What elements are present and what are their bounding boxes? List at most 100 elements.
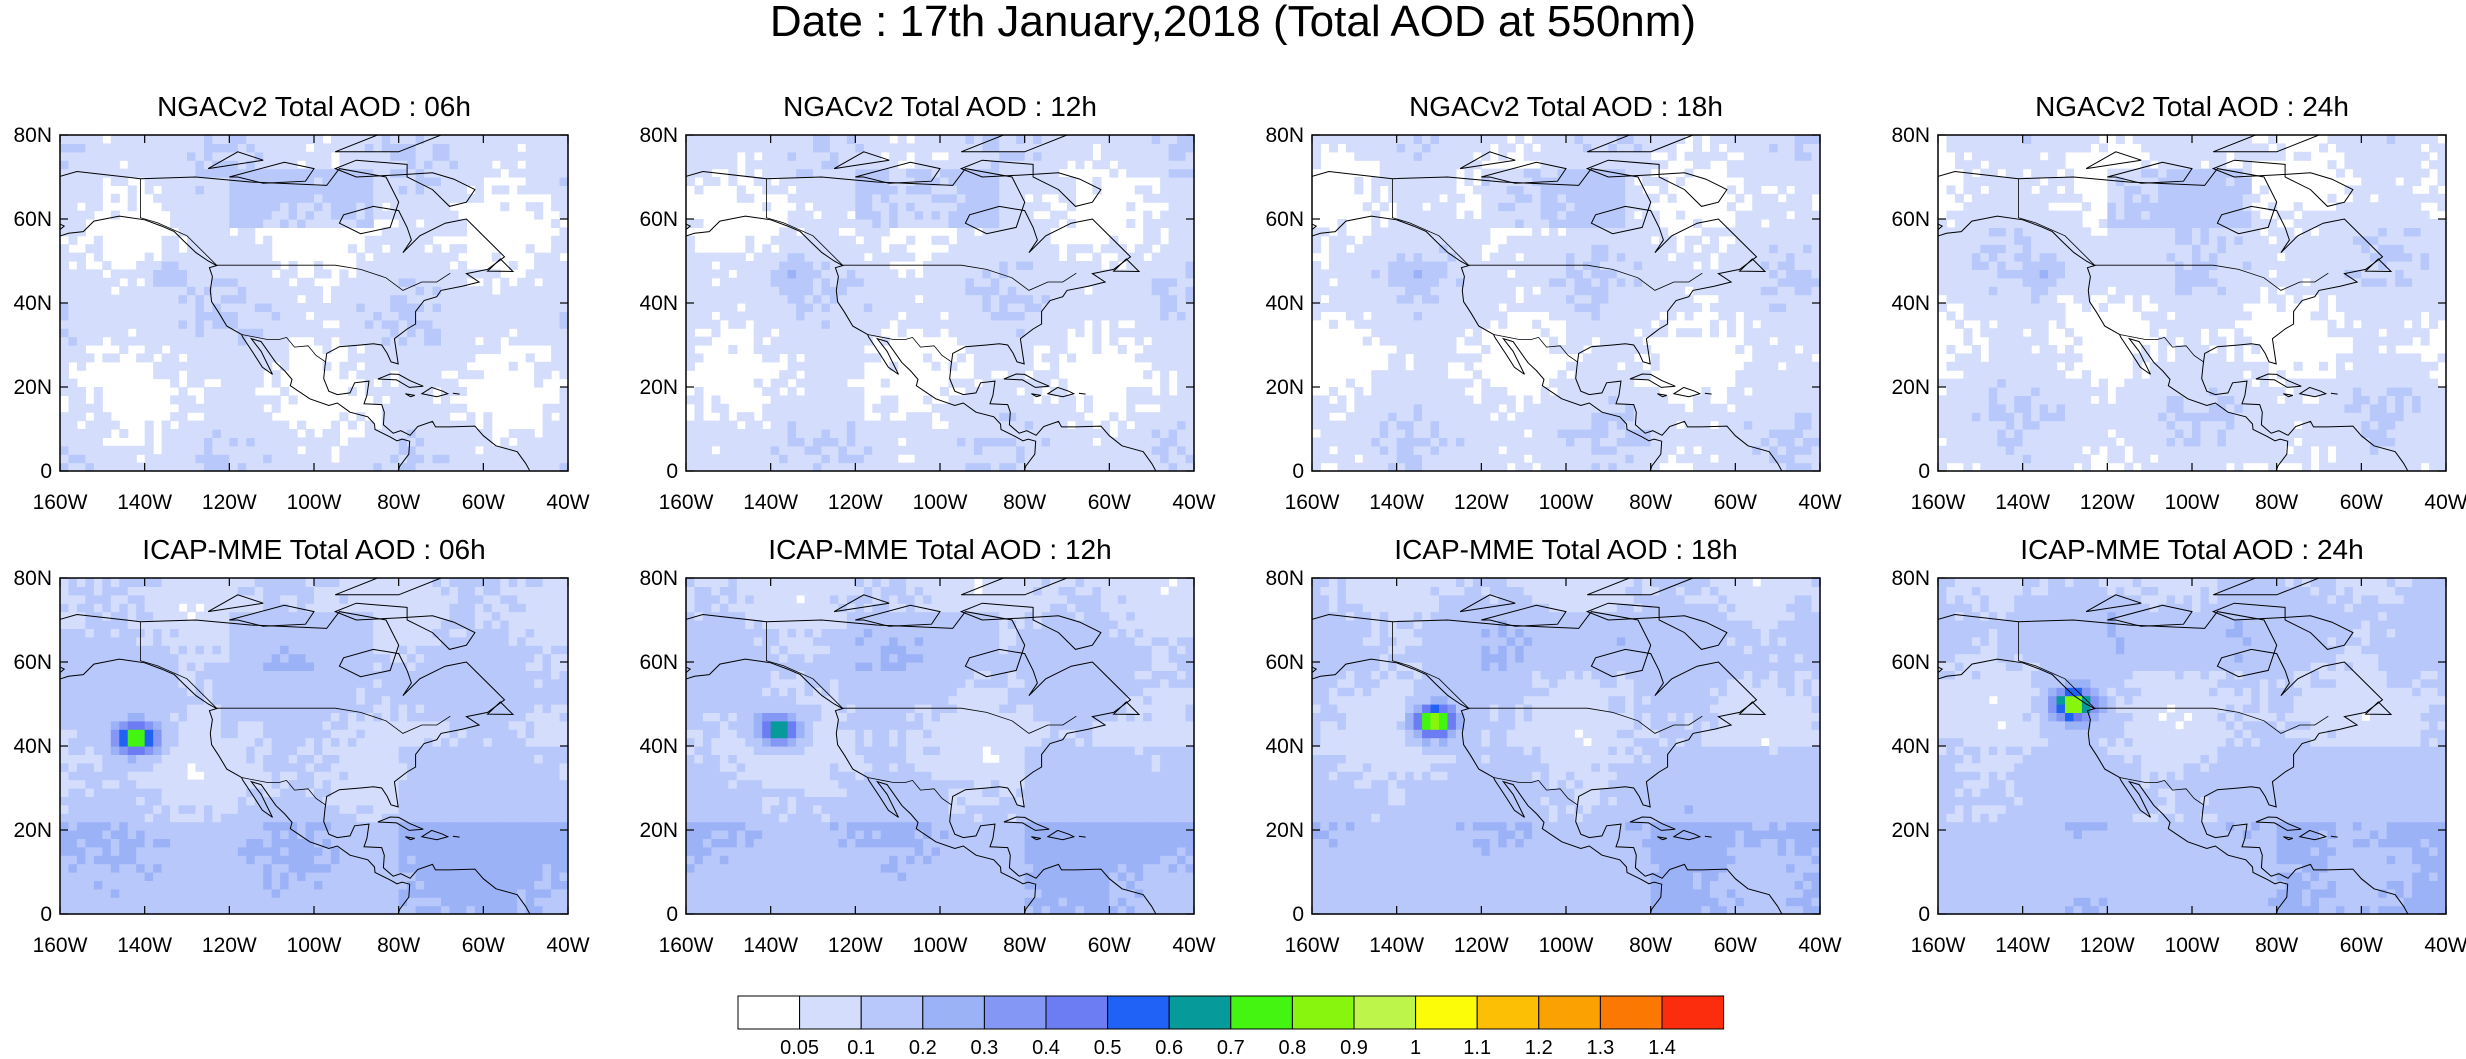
colorbar-swatch: [923, 996, 985, 1029]
lon-tick-label: 100W: [913, 934, 968, 957]
colorbar-label: 0.5: [1078, 1038, 1138, 1058]
lat-tick-label: 20N: [13, 819, 52, 842]
lon-tick-label: 80W: [1629, 491, 1672, 514]
aod-field: [1312, 135, 1821, 472]
lon-tick-label: 80W: [377, 934, 420, 957]
lat-tick-label: 0: [40, 903, 52, 926]
lat-tick-label: 20N: [639, 376, 678, 399]
colorbar-label: 0.9: [1324, 1038, 1384, 1058]
colorbar-label: 1.1: [1447, 1038, 1507, 1058]
lon-tick-label: 40W: [2424, 491, 2466, 514]
colorbar-swatch: [1292, 996, 1354, 1029]
lon-tick-label: 100W: [2165, 934, 2220, 957]
lon-tick-label: 160W: [1285, 934, 1340, 957]
lon-tick-label: 120W: [1454, 934, 1509, 957]
lon-tick-label: 120W: [202, 934, 257, 957]
lon-tick-label: 160W: [659, 491, 714, 514]
colorbar-swatch: [1662, 996, 1724, 1029]
lon-tick-label: 120W: [2080, 491, 2135, 514]
lat-tick-label: 60N: [1891, 208, 1930, 231]
panel-title: ICAP-MME Total AOD : 06h: [20, 536, 608, 564]
lat-tick-label: 20N: [1891, 376, 1930, 399]
lon-tick-label: 40W: [1172, 491, 1215, 514]
lon-tick-label: 40W: [1798, 934, 1841, 957]
lon-tick-label: 120W: [202, 491, 257, 514]
lon-tick-label: 100W: [2165, 491, 2220, 514]
colorbar-swatch: [1108, 996, 1170, 1029]
lat-tick-label: 0: [666, 460, 678, 483]
lat-tick-label: 60N: [1265, 208, 1304, 231]
colorbar-label: 0.05: [770, 1038, 830, 1058]
lon-tick-label: 100W: [1539, 491, 1594, 514]
colorbar-label: 0.7: [1201, 1038, 1261, 1058]
lon-tick-label: 140W: [743, 491, 798, 514]
aod-field: [1312, 578, 1821, 915]
colorbar-swatch: [738, 996, 800, 1029]
lat-tick-label: 20N: [1265, 819, 1304, 842]
lon-tick-label: 60W: [1088, 934, 1131, 957]
aod-field: [1938, 578, 2447, 915]
lat-tick-label: 60N: [13, 651, 52, 674]
colorbar-swatch: [1169, 996, 1231, 1029]
colorbar-swatch: [1477, 996, 1539, 1029]
colorbar-swatch: [1539, 996, 1601, 1029]
lat-tick-label: 60N: [639, 208, 678, 231]
lat-tick-label: 60N: [1265, 651, 1304, 674]
lat-tick-label: 40N: [639, 735, 678, 758]
colorbar-label: 0.3: [954, 1038, 1014, 1058]
panel-title: NGACv2 Total AOD : 24h: [1898, 93, 2466, 121]
colorbar-label: 1: [1386, 1038, 1446, 1058]
colorbar-swatch: [1354, 996, 1416, 1029]
aod-field: [686, 578, 1195, 915]
lon-tick-label: 40W: [1172, 934, 1215, 957]
colorbar-swatch: [1600, 996, 1662, 1029]
lon-tick-label: 140W: [1995, 934, 2050, 957]
lon-tick-label: 40W: [546, 934, 589, 957]
lon-tick-label: 140W: [743, 934, 798, 957]
lat-tick-label: 80N: [639, 567, 678, 590]
lat-tick-label: 40N: [1891, 292, 1930, 315]
lon-tick-label: 120W: [828, 491, 883, 514]
lon-tick-label: 160W: [659, 934, 714, 957]
lon-tick-label: 80W: [2255, 491, 2298, 514]
lat-tick-label: 60N: [639, 651, 678, 674]
lat-tick-label: 0: [1918, 903, 1930, 926]
lat-tick-label: 20N: [13, 376, 52, 399]
main-title: Date : 17th January,2018 (Total AOD at 5…: [0, 0, 2466, 44]
panel-title: NGACv2 Total AOD : 18h: [1272, 93, 1860, 121]
colorbar-swatch: [800, 996, 862, 1029]
lon-tick-label: 100W: [287, 491, 342, 514]
lat-tick-label: 80N: [13, 567, 52, 590]
lat-tick-label: 80N: [13, 124, 52, 147]
lon-tick-label: 160W: [33, 491, 88, 514]
aod-field: [60, 578, 569, 915]
aod-field: [686, 135, 1195, 472]
lon-tick-label: 60W: [2340, 491, 2383, 514]
lat-tick-label: 40N: [1265, 735, 1304, 758]
lat-tick-label: 40N: [13, 735, 52, 758]
colorbar-label: 1.3: [1570, 1038, 1630, 1058]
lat-tick-label: 0: [1918, 460, 1930, 483]
lat-tick-label: 80N: [1265, 124, 1304, 147]
lon-tick-label: 40W: [1798, 491, 1841, 514]
lon-tick-label: 140W: [1995, 491, 2050, 514]
panel-title: ICAP-MME Total AOD : 24h: [1898, 536, 2466, 564]
lat-tick-label: 80N: [1891, 124, 1930, 147]
lon-tick-label: 120W: [1454, 491, 1509, 514]
lon-tick-label: 60W: [462, 491, 505, 514]
lon-tick-label: 160W: [1285, 491, 1340, 514]
lon-tick-label: 140W: [1369, 491, 1424, 514]
colorbar-swatch: [1231, 996, 1293, 1029]
lon-tick-label: 100W: [913, 491, 968, 514]
lon-tick-label: 60W: [1714, 934, 1757, 957]
lat-tick-label: 20N: [1265, 376, 1304, 399]
lon-tick-label: 160W: [33, 934, 88, 957]
lat-tick-label: 40N: [1265, 292, 1304, 315]
